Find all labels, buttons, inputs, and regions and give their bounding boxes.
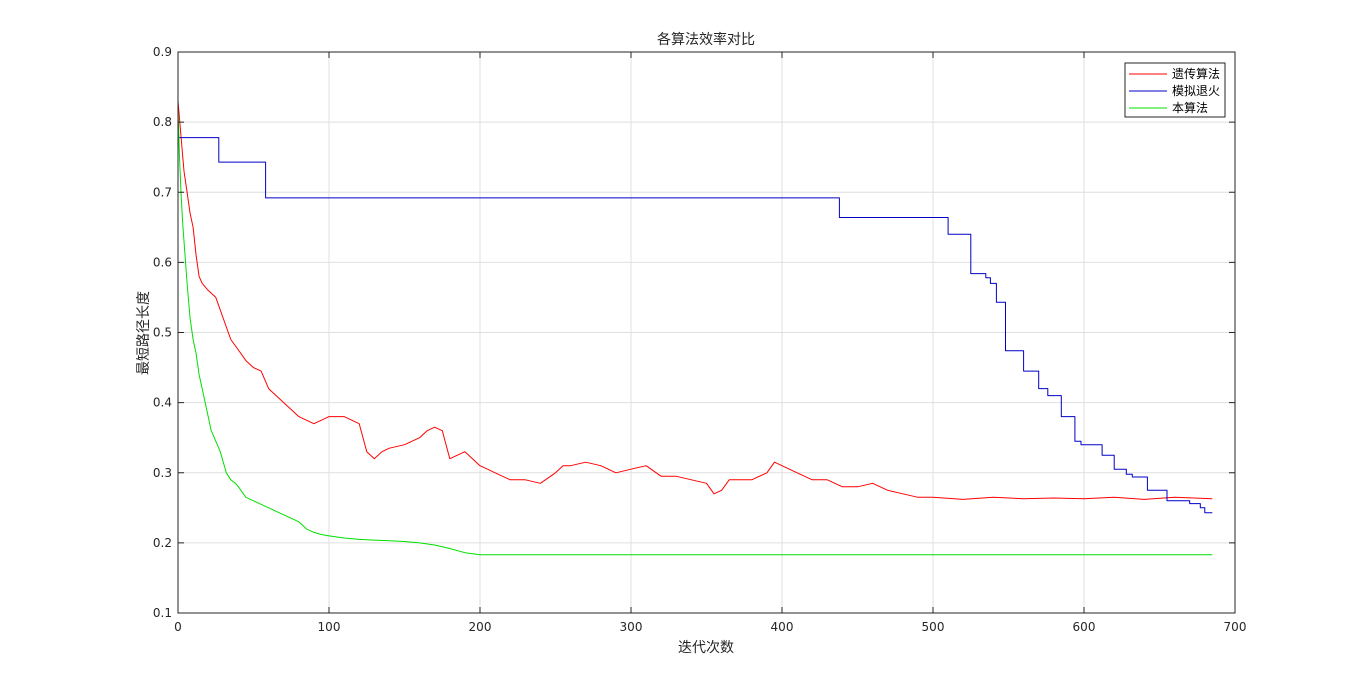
legend-entry-label: 遗传算法: [1172, 66, 1220, 81]
y-tick-label: 0.3: [153, 466, 172, 480]
series-line-0: [177, 101, 1213, 500]
x-tick-label: 500: [922, 620, 945, 634]
series-lines: [177, 101, 1213, 556]
x-tick-label: 200: [469, 620, 492, 634]
y-tick-label: 0.8: [153, 115, 172, 129]
y-tick-label: 0.2: [153, 536, 172, 550]
y-tick-label: 0.9: [153, 45, 172, 59]
y-tick-label: 0.4: [153, 396, 172, 410]
x-tick-label: 0: [174, 620, 182, 634]
x-tick-label: 100: [318, 620, 341, 634]
x-axis-label: 迭代次数: [678, 640, 734, 656]
y-tick-label: 0.5: [153, 326, 172, 340]
legend-entry-label: 本算法: [1172, 100, 1208, 115]
y-tick-label: 0.6: [153, 255, 172, 269]
grid: [177, 51, 1236, 614]
x-tick-label: 700: [1224, 620, 1247, 634]
series-line-1: [178, 137, 1213, 514]
x-tick-label: 600: [1073, 620, 1096, 634]
axis-ticks: 0 100 200 300 400 500 600 700 0.1 0.2 0.3 0.4 0.5 0.6…: [153, 45, 1247, 634]
x-tick-label: 400: [771, 620, 794, 634]
chart-title: 各算法效率对比: [657, 31, 755, 48]
legend-entry-label: 模拟退火: [1172, 84, 1220, 98]
y-tick-label: 0.1: [153, 606, 172, 620]
x-tick-label: 300: [620, 620, 643, 634]
y-axis-label: 最短路径长度: [136, 291, 152, 375]
series-line-2: [177, 108, 1213, 556]
y-tick-label: 0.7: [153, 185, 172, 199]
